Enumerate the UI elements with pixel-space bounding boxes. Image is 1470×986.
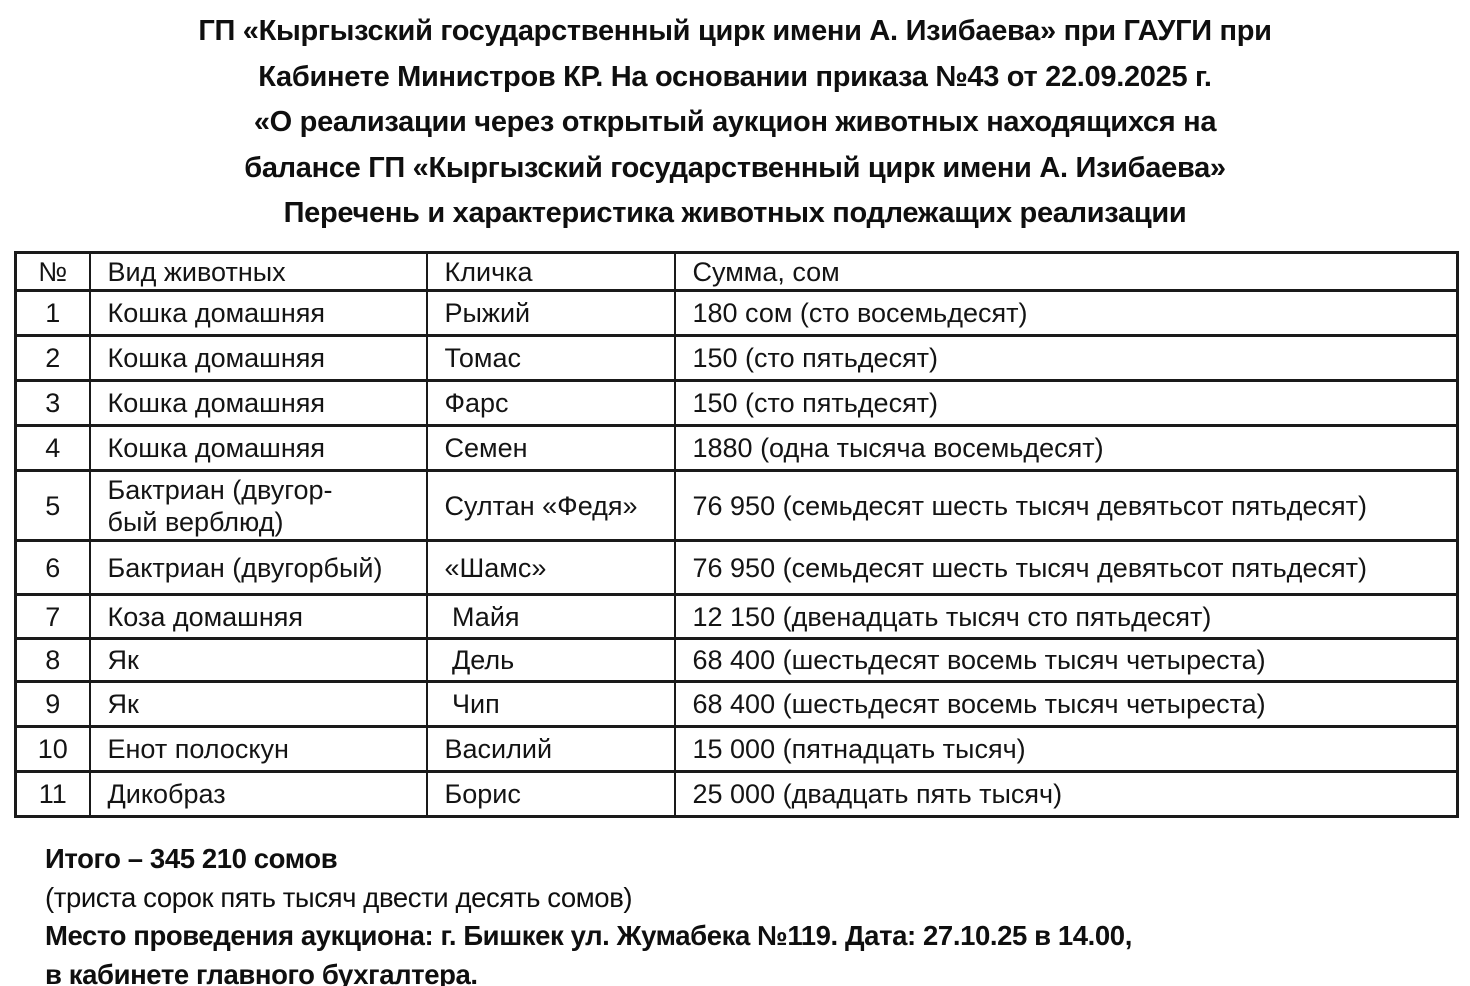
footer-location: Место проведения аукциона: г. Бишкек ул.… bbox=[45, 920, 1132, 951]
footer-total: Итого – 345 210 сомов bbox=[45, 843, 338, 874]
cell-name: Рыжий bbox=[425, 289, 676, 337]
col-header-type: Вид животных bbox=[88, 251, 428, 292]
footer-location-2: в кабинете главного бухгалтера. bbox=[45, 958, 478, 986]
cell-sum: 1880 (одна тысяча восемьдесят) bbox=[673, 424, 1459, 472]
cell-name: «Шамс» bbox=[425, 539, 676, 596]
cell-type: Кошка домашняя bbox=[88, 424, 428, 472]
cell-num: 4 bbox=[14, 424, 91, 472]
table-row: 2 Кошка домашняя Томас 150 (сто пятьдеся… bbox=[14, 334, 1459, 382]
cell-type: Бактриан (двугор- бый верблюд) bbox=[88, 469, 428, 542]
cell-name: Томас bbox=[425, 334, 676, 382]
animals-table: № Вид животных Кличка Сумма, сом 1 Кошка… bbox=[14, 251, 1459, 818]
cell-name: Борис bbox=[425, 770, 676, 818]
table-row: 9 Як Чип 68 400 (шестьдесят восемь тысяч… bbox=[14, 680, 1459, 728]
cell-num: 7 bbox=[14, 593, 91, 640]
cell-num: 5 bbox=[14, 469, 91, 542]
title-line-4: балансе ГП «Кыргызский государственный ц… bbox=[244, 151, 1226, 184]
cell-sum: 68 400 (шестьдесят восемь тысяч четырест… bbox=[673, 637, 1459, 683]
cell-name: Майя bbox=[425, 593, 676, 640]
table-row: 1 Кошка домашняя Рыжий 180 сом (сто восе… bbox=[14, 289, 1459, 337]
cell-sum: 76 950 (семьдесят шесть тысяч девятьсот … bbox=[673, 469, 1459, 542]
cell-type: Коза домашняя bbox=[88, 593, 428, 640]
cell-name: Василий bbox=[425, 725, 676, 773]
table-row: 8 Як Дель 68 400 (шестьдесят восемь тыся… bbox=[14, 637, 1459, 683]
table-row: 3 Кошка домашняя Фарс 150 (сто пятьдесят… bbox=[14, 379, 1459, 427]
cell-sum: 180 сом (сто восемьдесят) bbox=[673, 289, 1459, 337]
table-row: 11 Дикобраз Борис 25 000 (двадцать пять … bbox=[14, 770, 1459, 818]
cell-sum: 12 150 (двенадцать тысяч сто пятьдесят) bbox=[673, 593, 1459, 640]
cell-num: 1 bbox=[14, 289, 91, 337]
cell-name: Дель bbox=[425, 637, 676, 683]
cell-num: 8 bbox=[14, 637, 91, 683]
title-line-2: Кабинете Министров КР. На основании прик… bbox=[258, 60, 1212, 93]
cell-name: Фарс bbox=[425, 379, 676, 427]
cell-num: 9 bbox=[14, 680, 91, 728]
cell-num: 3 bbox=[14, 379, 91, 427]
table-row: 7 Коза домашняя Майя 12 150 (двенадцать … bbox=[14, 593, 1459, 640]
cell-type: Як bbox=[88, 637, 428, 683]
cell-type: Дикобраз bbox=[88, 770, 428, 818]
cell-sum: 68 400 (шестьдесят восемь тысяч четырест… bbox=[673, 680, 1459, 728]
cell-type: Кошка домашняя bbox=[88, 334, 428, 382]
col-header-sum: Сумма, сом bbox=[673, 251, 1459, 292]
cell-num: 2 bbox=[14, 334, 91, 382]
title-line-3: «О реализации через открытый аукцион жив… bbox=[253, 106, 1217, 138]
cell-sum: 150 (сто пятьдесят) bbox=[673, 379, 1459, 427]
cell-sum: 15 000 (пятнадцать тысяч) bbox=[673, 725, 1459, 773]
col-header-num: № bbox=[14, 251, 91, 292]
table-header-row: № Вид животных Кличка Сумма, сом bbox=[14, 251, 1459, 292]
document-footer: Итого – 345 210 сомов (триста сорок пять… bbox=[45, 840, 1132, 986]
cell-type: Кошка домашняя bbox=[88, 289, 428, 337]
cell-num: 11 bbox=[14, 770, 91, 818]
cell-type: Як bbox=[88, 680, 428, 728]
cell-name: Семен bbox=[425, 424, 676, 472]
cell-sum: 25 000 (двадцать пять тысяч) bbox=[673, 770, 1459, 818]
footer-total-words: (триста сорок пять тысяч двести десять с… bbox=[45, 881, 633, 913]
table-row: 6 Бактриан (двугорбый) «Шамс» 76 950 (се… bbox=[14, 539, 1459, 596]
table-row: 4 Кошка домашняя Семен 1880 (одна тысяча… bbox=[14, 424, 1459, 472]
cell-sum: 76 950 (семьдесят шесть тысяч девятьсот … bbox=[673, 539, 1459, 596]
cell-num: 6 bbox=[14, 539, 91, 596]
table-row: 5 Бактриан (двугор- бый верблюд) Султан … bbox=[14, 469, 1459, 542]
cell-name: Чип bbox=[425, 680, 676, 728]
col-header-name: Кличка bbox=[425, 251, 676, 292]
document-title: ГП «Кыргызский государственный цирк имен… bbox=[0, 9, 1470, 237]
title-line-5: Перечень и характеристика животных подле… bbox=[283, 197, 1187, 229]
cell-type: Бактриан (двугорбый) bbox=[88, 539, 428, 596]
cell-name: Султан «Федя» bbox=[425, 469, 676, 542]
table-row: 10 Енот полоскун Василий 15 000 (пятнадц… bbox=[14, 725, 1459, 773]
cell-type: Кошка домашняя bbox=[88, 379, 428, 427]
cell-sum: 150 (сто пятьдесят) bbox=[673, 334, 1459, 382]
title-line-1: ГП «Кыргызский государственный цирк имен… bbox=[198, 15, 1272, 47]
cell-num: 10 bbox=[14, 725, 91, 773]
cell-type: Енот полоскун bbox=[88, 725, 428, 773]
